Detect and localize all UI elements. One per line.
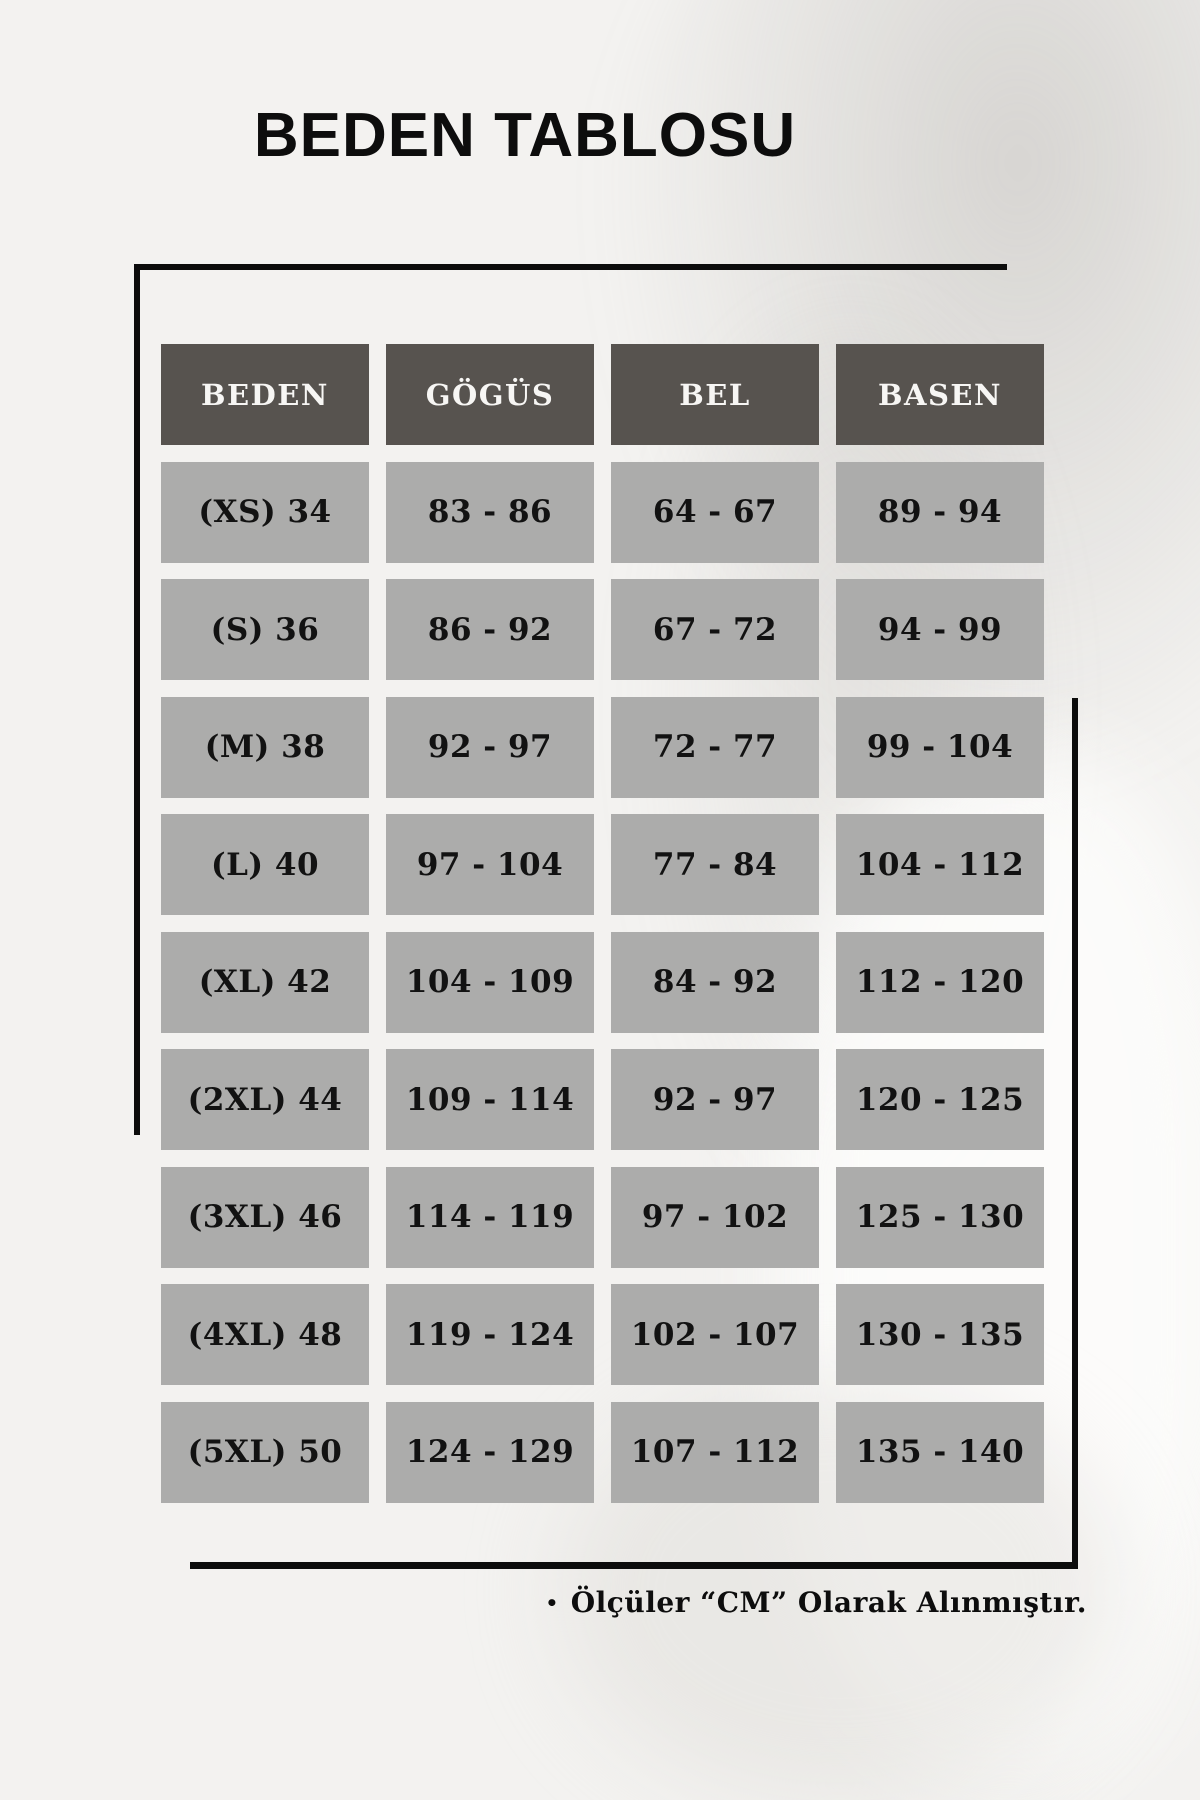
data-cell: 102 - 107 bbox=[611, 1284, 819, 1385]
data-cell: (5XL) 50 bbox=[161, 1401, 369, 1503]
header-cell: GÖGÜS bbox=[386, 344, 594, 445]
data-cell: 104 - 112 bbox=[836, 814, 1044, 915]
bottom-right-frame-line bbox=[190, 698, 1078, 1569]
data-cell: 92 - 97 bbox=[386, 696, 594, 798]
header-cell: BEDEN bbox=[161, 344, 369, 445]
data-cell: (M) 38 bbox=[161, 696, 369, 798]
data-cell: (L) 40 bbox=[161, 814, 369, 915]
data-cell: 119 - 124 bbox=[386, 1284, 594, 1385]
page-title: BEDEN TABLOSU bbox=[253, 101, 797, 170]
data-cell: 135 - 140 bbox=[836, 1401, 1044, 1503]
data-cell: 83 - 86 bbox=[386, 461, 594, 563]
data-cell: (3XL) 46 bbox=[161, 1166, 369, 1268]
data-cell: 72 - 77 bbox=[611, 696, 819, 798]
data-cell: 94 - 99 bbox=[836, 579, 1044, 680]
data-cell: 120 - 125 bbox=[836, 1049, 1044, 1150]
data-cell: 92 - 97 bbox=[611, 1049, 819, 1150]
data-cell: 67 - 72 bbox=[611, 579, 819, 680]
data-cell: 99 - 104 bbox=[836, 696, 1044, 798]
header-cell: BEL bbox=[611, 344, 819, 445]
measurement-note: • Ölçüler “CM” Olarak Alınmıştır. bbox=[545, 1586, 1087, 1619]
data-cell: 124 - 129 bbox=[386, 1401, 594, 1503]
data-cell: 64 - 67 bbox=[611, 461, 819, 563]
data-cell: 114 - 119 bbox=[386, 1166, 594, 1268]
measurement-note-text: Ölçüler “CM” Olarak Alınmıştır. bbox=[570, 1586, 1087, 1619]
data-cell: 125 - 130 bbox=[836, 1166, 1044, 1268]
top-left-frame-line bbox=[134, 264, 1007, 1135]
data-cell: 97 - 104 bbox=[386, 814, 594, 915]
data-cell: (4XL) 48 bbox=[161, 1284, 369, 1385]
header-cell: BASEN bbox=[836, 344, 1044, 445]
bullet-icon: • bbox=[545, 1590, 559, 1615]
data-cell: 84 - 92 bbox=[611, 931, 819, 1033]
data-cell: (XS) 34 bbox=[161, 461, 369, 563]
size-table: BEDEN GÖGÜS BEL BASEN (XS) 34 83 - 86 64 - 67 8… bbox=[161, 344, 1044, 1503]
data-cell: 97 - 102 bbox=[611, 1166, 819, 1268]
data-cell: 86 - 92 bbox=[386, 579, 594, 680]
data-cell: (S) 36 bbox=[161, 579, 369, 680]
data-cell: (XL) 42 bbox=[161, 931, 369, 1033]
data-cell: 112 - 120 bbox=[836, 931, 1044, 1033]
data-cell: 104 - 109 bbox=[386, 931, 594, 1033]
data-cell: 107 - 112 bbox=[611, 1401, 819, 1503]
data-cell: 77 - 84 bbox=[611, 814, 819, 915]
data-cell: (2XL) 44 bbox=[161, 1049, 369, 1150]
data-cell: 89 - 94 bbox=[836, 461, 1044, 563]
data-cell: 130 - 135 bbox=[836, 1284, 1044, 1385]
data-cell: 109 - 114 bbox=[386, 1049, 594, 1150]
